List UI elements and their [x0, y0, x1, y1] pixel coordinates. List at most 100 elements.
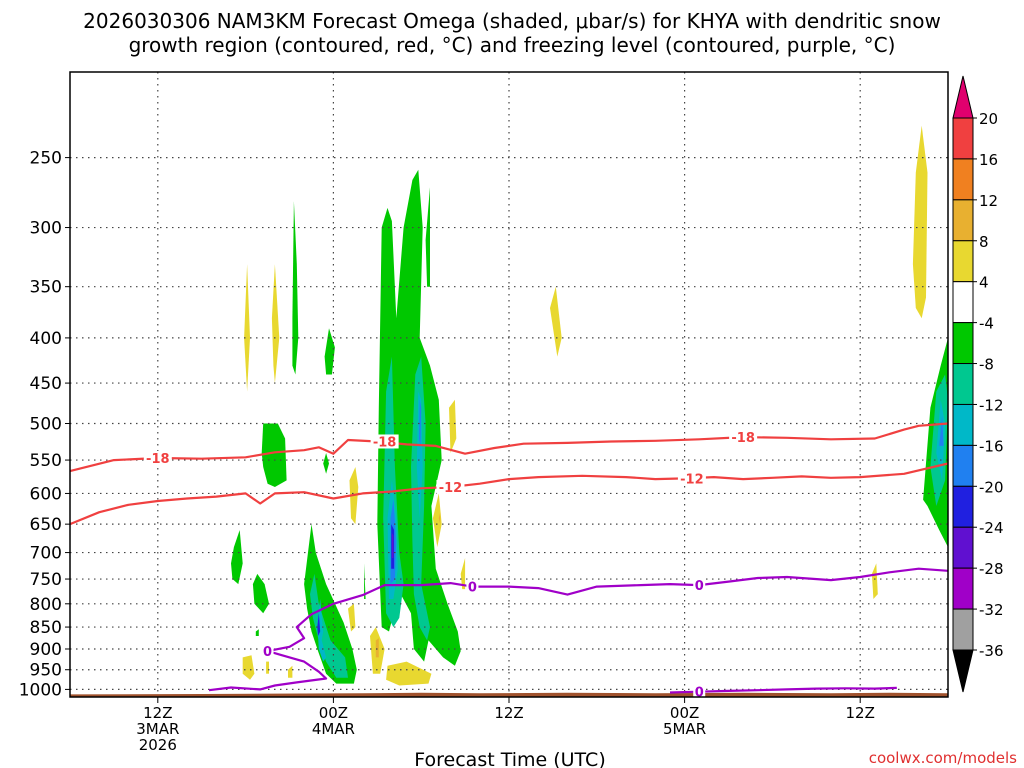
- colorbar-bin: [952, 158, 974, 201]
- omega-region: [261, 423, 287, 487]
- credit-text: coolwx.com/models: [869, 749, 1017, 767]
- y-tick-label: 800: [30, 595, 62, 615]
- x-tick-label: 12Z: [143, 704, 172, 722]
- x-tick-label: 00Z: [319, 704, 348, 722]
- colorbar-bin: [952, 363, 974, 405]
- terrain: [70, 692, 948, 697]
- contour-label: -18: [731, 431, 755, 446]
- omega-region: [255, 629, 259, 636]
- y-tick-label: 700: [30, 544, 62, 564]
- colorbar-label: 4: [979, 274, 989, 292]
- omega-region: [391, 532, 394, 558]
- contour-label: -12: [439, 481, 463, 496]
- y-tick-label: 650: [30, 515, 62, 535]
- colorbar-label: -24: [979, 519, 1004, 537]
- colorbar-label: -20: [979, 478, 1004, 496]
- omega-region: [292, 201, 299, 375]
- contour-label: 0: [695, 686, 704, 701]
- y-tick-label: 250: [30, 149, 62, 169]
- contour-label-bg: [677, 471, 706, 486]
- omega-region: [438, 512, 441, 525]
- omega-region: [375, 638, 379, 658]
- colorbar-arrow-bottom: [952, 649, 974, 693]
- omega-region: [317, 599, 327, 662]
- colorbar-label: -4: [979, 315, 994, 333]
- colorbar-label: -36: [979, 642, 1004, 660]
- x-tick-label: 12Z: [494, 704, 523, 722]
- contour-line: [69, 462, 949, 526]
- omega-region: [324, 328, 335, 375]
- contour-label-bg: [466, 579, 479, 594]
- contour-label-bg: [693, 684, 706, 699]
- contour-label: 0: [263, 645, 272, 660]
- colorbar-bin: [952, 322, 974, 365]
- y-tick-label: 300: [30, 219, 62, 239]
- y-tick-label: 600: [30, 484, 62, 504]
- y-tick-label: 400: [30, 329, 62, 349]
- omega-region: [449, 399, 457, 453]
- colorbar-label: 12: [979, 192, 998, 210]
- contour-label: -18: [146, 452, 170, 467]
- omega-region: [271, 264, 280, 384]
- y-tick-label: 900: [30, 640, 62, 660]
- contour-label-bg: [729, 430, 758, 445]
- omega-region: [425, 187, 430, 287]
- omega-region: [244, 264, 250, 392]
- contour-label-bg: [143, 450, 172, 465]
- x-tick-label: 00Z: [670, 704, 699, 722]
- contour-line: [669, 686, 897, 694]
- x-tick-label: 4MAR: [312, 720, 355, 738]
- x-tick-label: 2026: [139, 736, 177, 754]
- colorbar-bin: [952, 403, 974, 446]
- chart-title-line: growth region (contoured, red, °C) and f…: [129, 33, 896, 57]
- omega-region: [266, 661, 269, 674]
- omega-region: [304, 524, 357, 684]
- omega-region: [242, 655, 255, 680]
- x-axis-label: Forecast Time (UTC): [414, 749, 605, 768]
- contour-line: [208, 567, 949, 692]
- colorbar-bin: [952, 608, 974, 651]
- contour-label-bg: [693, 578, 706, 593]
- x-tick-label: 5MAR: [663, 720, 706, 738]
- y-tick-label: 750: [30, 570, 62, 590]
- contour-label: -18: [373, 435, 397, 450]
- y-tick-label: 350: [30, 278, 62, 298]
- contour-line: [69, 422, 949, 473]
- colorbar-label: -28: [979, 560, 1004, 578]
- contour-label-bg: [436, 479, 465, 494]
- omega-region: [871, 563, 878, 599]
- chart-title-line: 2026030306 NAM3KM Forecast Omega (shaded…: [83, 9, 941, 33]
- omega-region: [348, 603, 356, 632]
- x-tick-label: 12Z: [846, 704, 875, 722]
- omega-region: [310, 573, 348, 678]
- contour-label: 0: [468, 581, 477, 596]
- omega-region: [550, 286, 562, 357]
- colorbar-label: 20: [979, 110, 998, 128]
- colorbar-label: -8: [979, 356, 994, 374]
- omega-region: [386, 661, 432, 686]
- colorbar-label: -32: [979, 601, 1004, 619]
- colorbar-label: 8: [979, 233, 989, 251]
- omega-region: [323, 453, 329, 474]
- y-tick-label: 450: [30, 374, 62, 394]
- omega-region: [939, 415, 944, 446]
- colorbar-bin: [952, 526, 974, 569]
- omega-region: [432, 493, 442, 548]
- colorbar-bin: [952, 444, 974, 487]
- colorbar-label: -16: [979, 437, 1004, 455]
- y-tick-label: 1000: [19, 680, 62, 700]
- omega-region: [460, 558, 466, 590]
- colorbar-bin: [952, 567, 974, 610]
- omega-region: [231, 530, 243, 585]
- omega-region: [419, 399, 422, 446]
- colorbar-bin: [952, 485, 974, 528]
- y-tick-label: 950: [30, 661, 62, 681]
- colorbar-label: -12: [979, 396, 1004, 414]
- omega-region: [317, 613, 321, 636]
- colorbar-arrow-top: [952, 75, 974, 119]
- omega-region: [288, 665, 293, 678]
- contour-label: 0: [695, 579, 704, 594]
- colorbar-bin: [952, 199, 974, 242]
- colorbar-bin: [952, 281, 974, 324]
